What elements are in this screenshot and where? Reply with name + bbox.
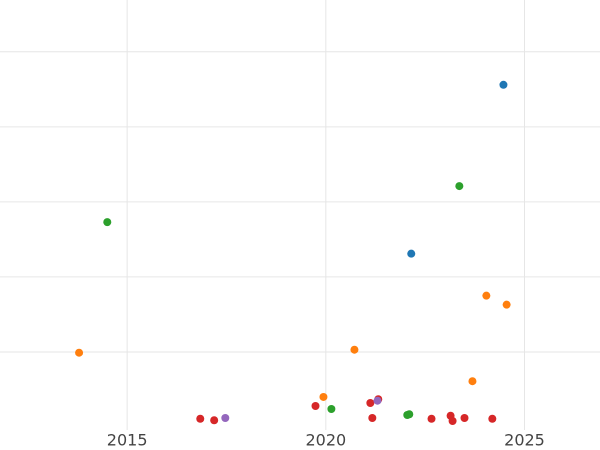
point [499,80,508,89]
point [350,345,359,354]
x-tick-label: 2020 [305,431,346,450]
point [482,291,491,300]
point [368,413,377,422]
point [373,396,382,405]
point [407,249,416,258]
point [103,218,112,227]
x-tick-label: 2015 [107,431,148,450]
point [502,300,511,309]
point [488,414,497,423]
point [448,416,457,425]
point [311,401,320,410]
point [427,414,436,423]
point [327,404,336,413]
point [196,414,205,423]
point [468,377,477,386]
point [366,398,375,407]
point [210,416,219,425]
x-tick-label: 2025 [504,431,545,450]
point [460,413,469,422]
point [75,348,84,357]
point [405,410,414,419]
point [319,392,328,401]
point [221,413,230,422]
point [455,182,464,191]
